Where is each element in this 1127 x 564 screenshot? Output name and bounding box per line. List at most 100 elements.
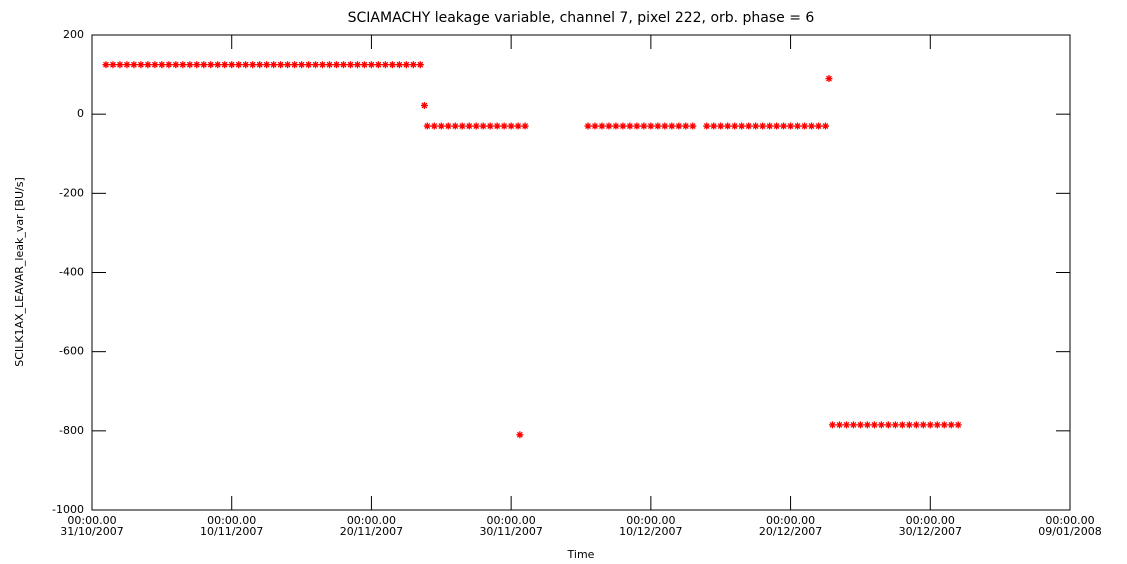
point: [109, 61, 117, 69]
point: [521, 122, 529, 130]
point: [242, 61, 250, 69]
point: [207, 61, 215, 69]
point: [479, 122, 487, 130]
point: [835, 421, 843, 429]
x-tick-label: 10/12/2007: [619, 525, 682, 538]
point: [458, 122, 466, 130]
point: [891, 421, 899, 429]
point: [395, 61, 403, 69]
point: [305, 61, 313, 69]
point: [933, 421, 941, 429]
point: [423, 122, 431, 130]
point: [144, 61, 152, 69]
x-tick-label: 00:00.00: [347, 514, 396, 527]
point: [717, 122, 725, 130]
point: [123, 61, 131, 69]
x-tick-label: 10/11/2007: [200, 525, 263, 538]
x-tick-label: 00:00.00: [487, 514, 536, 527]
point: [905, 421, 913, 429]
y-tick-label: -400: [59, 266, 84, 279]
point: [472, 122, 480, 130]
point: [214, 61, 222, 69]
point: [926, 421, 934, 429]
point: [780, 122, 788, 130]
point: [137, 61, 145, 69]
point: [675, 122, 683, 130]
x-tick-label: 00:00.00: [626, 514, 675, 527]
point: [808, 122, 816, 130]
point: [326, 61, 334, 69]
point: [954, 421, 962, 429]
point: [591, 122, 599, 130]
point: [633, 122, 641, 130]
point: [912, 421, 920, 429]
point: [416, 61, 424, 69]
point: [402, 61, 410, 69]
y-tick-label: 200: [63, 28, 84, 41]
point: [703, 122, 711, 130]
point: [381, 61, 389, 69]
point: [898, 421, 906, 429]
point: [689, 122, 697, 130]
point: [277, 61, 285, 69]
point: [102, 61, 110, 69]
point: [420, 101, 428, 109]
point: [863, 421, 871, 429]
point: [116, 61, 124, 69]
point: [828, 421, 836, 429]
point: [856, 421, 864, 429]
point: [654, 122, 662, 130]
point: [640, 122, 648, 130]
point: [598, 122, 606, 130]
point: [172, 61, 180, 69]
point: [437, 122, 445, 130]
point: [766, 122, 774, 130]
point: [130, 61, 138, 69]
point: [444, 122, 452, 130]
x-tick-label: 30/11/2007: [479, 525, 542, 538]
point: [367, 61, 375, 69]
point: [514, 122, 522, 130]
point: [668, 122, 676, 130]
point: [801, 122, 809, 130]
x-axis-label: Time: [567, 548, 595, 561]
x-tick-label: 20/11/2007: [340, 525, 403, 538]
point: [612, 122, 620, 130]
point: [787, 122, 795, 130]
y-tick-label: -800: [59, 424, 84, 437]
point: [319, 61, 327, 69]
point: [151, 61, 159, 69]
point: [947, 421, 955, 429]
point: [815, 122, 823, 130]
point: [752, 122, 760, 130]
point: [270, 61, 278, 69]
point: [516, 431, 524, 439]
point: [682, 122, 690, 130]
point: [263, 61, 271, 69]
point: [256, 61, 264, 69]
y-tick-label: -1000: [52, 503, 84, 516]
point: [626, 122, 634, 130]
point: [333, 61, 340, 69]
point: [842, 421, 850, 429]
point: [228, 61, 236, 69]
point: [291, 61, 299, 69]
point: [724, 122, 732, 130]
point: [647, 122, 655, 130]
point: [346, 61, 354, 69]
point: [759, 122, 767, 130]
point: [919, 421, 927, 429]
point: [500, 122, 508, 130]
point: [619, 122, 627, 130]
x-tick-label: 30/12/2007: [899, 525, 962, 538]
y-tick-label: 0: [77, 107, 84, 120]
point: [661, 122, 669, 130]
x-tick-label: 31/10/2007: [60, 525, 123, 538]
point: [165, 61, 173, 69]
point: [493, 122, 501, 130]
point: [235, 61, 243, 69]
y-tick-label: -600: [59, 345, 84, 358]
x-tick-label: 00:00.00: [766, 514, 815, 527]
point: [486, 122, 494, 130]
